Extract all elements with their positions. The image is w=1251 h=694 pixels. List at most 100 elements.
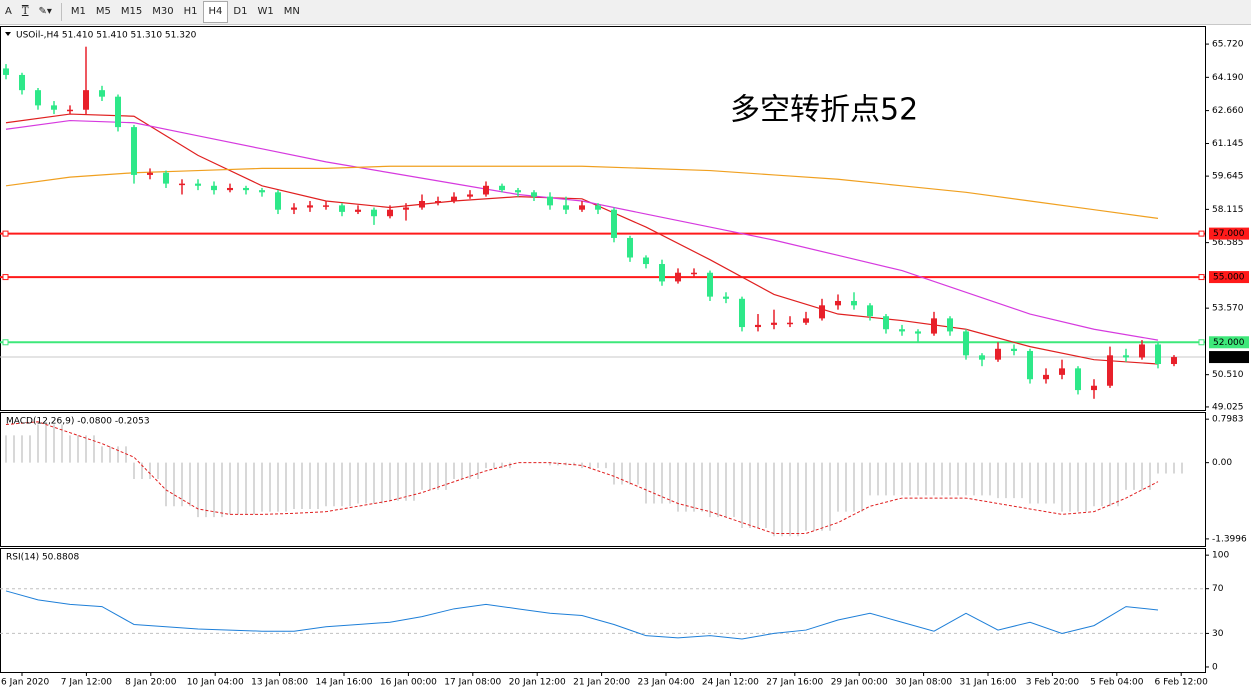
time-label: 6 Jan 2020 [1, 678, 49, 688]
rsi-line [5, 590, 1159, 640]
candle-body [467, 194, 473, 197]
candle-body [1027, 350, 1033, 380]
time-label: 13 Jan 08:00 [251, 678, 308, 688]
line-handle [2, 339, 9, 346]
line-handle [1198, 339, 1205, 346]
candle-body [99, 90, 105, 97]
candle-body [67, 109, 73, 112]
candle-body [707, 272, 713, 297]
price-label-box [1209, 336, 1249, 349]
candle-body [803, 318, 809, 323]
candle-body [1075, 368, 1081, 391]
candle-body [179, 183, 185, 186]
annotation: 多空转折点52 [730, 93, 918, 128]
time-label: 5 Feb 04:00 [1090, 678, 1144, 688]
candle-body [883, 316, 889, 330]
period-button[interactable]: M30 [152, 6, 174, 17]
candle-body [83, 90, 89, 110]
label-tool[interactable]: T [21, 6, 29, 17]
candle-body [915, 331, 921, 334]
y-tick-label: 64.190 [1212, 73, 1244, 83]
candle-body [435, 201, 441, 203]
y-tick-label: 53.570 [1212, 304, 1244, 314]
panel-frame [0, 26, 1206, 411]
candle-body [51, 105, 57, 110]
indicator-title: RSI(14) 50.8808 [6, 553, 79, 563]
candle-body [1059, 368, 1065, 375]
candle-body [243, 187, 249, 191]
period-button[interactable]: H4 [202, 1, 229, 23]
line-handle [2, 230, 9, 237]
period-button[interactable]: D1 [233, 6, 248, 17]
period-button[interactable]: M1 [70, 6, 86, 17]
moving-average [5, 113, 1159, 365]
signal-line [5, 421, 1159, 534]
candle-body [1171, 357, 1177, 365]
text-tool[interactable]: A [5, 6, 12, 17]
candle-body [451, 196, 457, 202]
candle-body [851, 300, 857, 306]
period-button[interactable]: W1 [257, 6, 274, 17]
candle-body [1139, 344, 1145, 358]
price-label: 51.320 [1213, 353, 1245, 363]
candle-body [483, 185, 489, 195]
price-label: 57.000 [1213, 229, 1245, 239]
candle-body [1091, 385, 1097, 391]
y-tick-label: 56.585 [1212, 238, 1244, 248]
chart-area: 65.720 64.190 62.660 61.145 59.645 58.115 56.5… [0, 26, 1249, 688]
candle-body [115, 96, 121, 128]
candle-body [899, 329, 905, 332]
candle-body [1107, 355, 1113, 386]
y-tick-label: 62.660 [1212, 106, 1244, 116]
y-tick-label: 61.145 [1212, 139, 1244, 149]
period-button[interactable]: H1 [183, 6, 198, 17]
candle-body [995, 348, 1001, 360]
period-button[interactable]: M5 [95, 6, 111, 17]
candle-body [339, 205, 345, 212]
time-label: 16 Jan 00:00 [380, 678, 437, 688]
time-label: 24 Jan 12:00 [702, 678, 759, 688]
y-tick-label: 0 [1212, 662, 1218, 672]
y-tick-label: 0.00 [1212, 458, 1232, 468]
candle-body [963, 331, 969, 356]
price-label-box [1209, 227, 1249, 240]
y-tick-label: 49.025 [1212, 402, 1244, 412]
candle-body [307, 205, 313, 208]
candle-body [1155, 344, 1161, 365]
candle-body [3, 68, 9, 75]
period-button[interactable]: M15 [120, 6, 143, 17]
candle-body [275, 192, 281, 210]
candle-body [723, 296, 729, 299]
candle-body [403, 207, 409, 210]
candle-body [691, 272, 697, 275]
y-tick-label: -1.3996 [1212, 534, 1247, 544]
shapes-tool[interactable]: ✎▾ [38, 6, 52, 17]
time-label: 23 Jan 04:00 [638, 678, 695, 688]
time-label: 8 Jan 20:00 [125, 678, 177, 688]
candle-body [739, 298, 745, 328]
time-label: 30 Jan 08:00 [895, 678, 952, 688]
chart-title: USOil-,H4 51.410 51.410 51.310 51.320 [16, 31, 197, 41]
candle-body [931, 318, 937, 334]
candle-body [419, 201, 425, 208]
candle-body [835, 300, 841, 306]
panel-frame [0, 412, 1206, 547]
line-handle [1198, 230, 1205, 237]
period-button[interactable]: MN [283, 6, 300, 17]
time-label: 14 Jan 16:00 [316, 678, 373, 688]
time-label: 20 Jan 12:00 [509, 678, 566, 688]
price-label-box [1209, 351, 1249, 364]
time-label: 6 Feb 12:00 [1155, 678, 1209, 688]
candle-body [867, 305, 873, 317]
time-label: 10 Jan 04:00 [187, 678, 244, 688]
candle-body [515, 190, 521, 193]
separator [60, 3, 62, 21]
candle-body [579, 205, 585, 210]
candle-body [1011, 348, 1017, 351]
price-label-box [1209, 271, 1249, 284]
panel-frame [0, 548, 1206, 673]
time-label: 21 Jan 20:00 [573, 678, 630, 688]
candle-body [195, 183, 201, 186]
candle-body [355, 209, 361, 212]
